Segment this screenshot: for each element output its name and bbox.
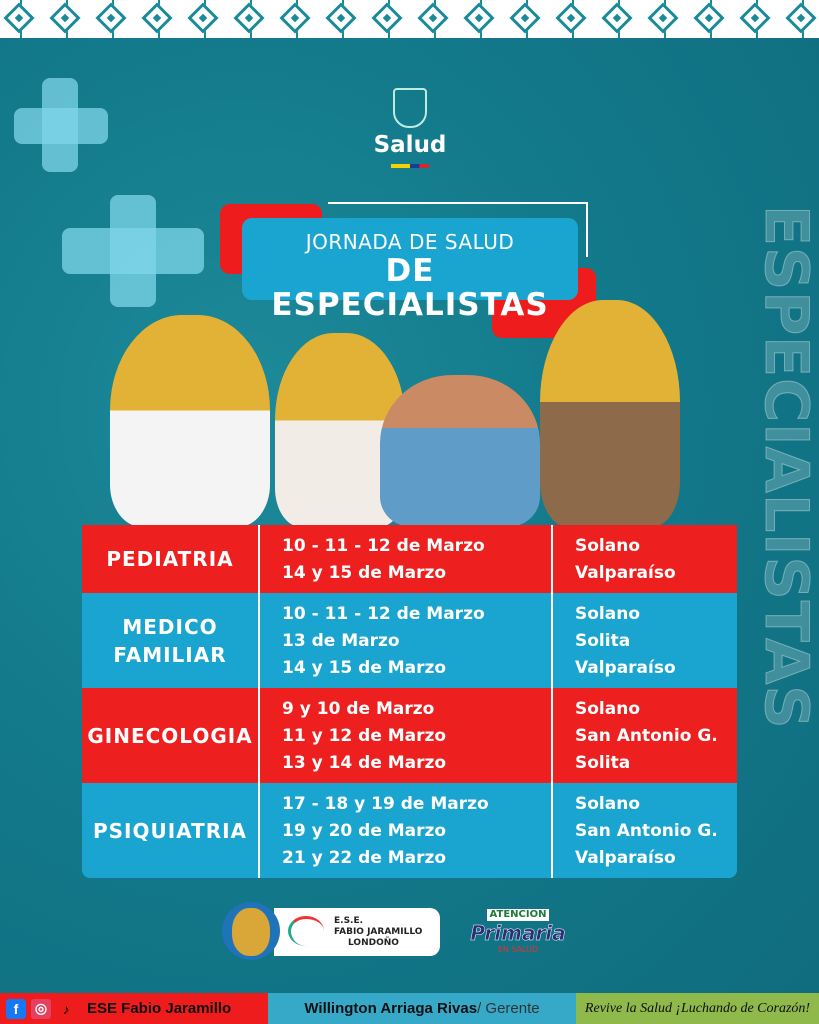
ese-logo-mark [288, 916, 324, 946]
ap-logo-text: EN SALUD [497, 945, 539, 954]
diamond-ornament [3, 2, 35, 34]
plus-decoration [62, 228, 204, 274]
places-cell: Solano San Antonio G. Valparaíso [553, 783, 737, 878]
diamond-ornament [95, 2, 127, 34]
diamond-ornament [279, 2, 311, 34]
places-cell: Solano San Antonio G. Solita [553, 688, 737, 783]
diamond-ornament [233, 2, 265, 34]
jaguar-glasses-illustration [540, 300, 680, 527]
dates-cell: 17 - 18 y 19 de Marzo 19 y 20 de Marzo 21 … [258, 783, 553, 878]
date-line: 19 y 20 de Marzo [282, 821, 447, 841]
partner-logos: E.S.E. FABIO JARAMILLO LONDOÑO ATENCIÓN … [222, 902, 582, 960]
date-line: 10 - 11 - 12 de Marzo [282, 536, 485, 556]
place-line: San Antonio G. [575, 726, 718, 746]
place-line: Valparaíso [575, 658, 676, 678]
watermark-text: ESPECIALISTAS [751, 205, 819, 731]
diamond-ornament [693, 2, 725, 34]
jaguar-doctor-illustration [110, 315, 270, 527]
diamond-ornament [325, 2, 357, 34]
place-line: Solano [575, 794, 641, 814]
mascot-illustration [95, 295, 695, 527]
date-line: 14 y 15 de Marzo [282, 563, 447, 583]
social-name: ESE Fabio Jaramillo [87, 1000, 232, 1017]
specialty-cell: PSIQUIATRIA [92, 818, 248, 843]
specialty-cell: MEDICO FAMILIAR [113, 614, 227, 667]
table-row: PSIQUIATRIA 17 - 18 y 19 de Marzo 19 y 20 … [82, 783, 737, 878]
diamond-ornament [141, 2, 173, 34]
diamond-ornament [49, 2, 81, 34]
place-line: Solano [575, 536, 641, 556]
place-line: Valparaíso [575, 563, 676, 583]
dates-cell: 9 y 10 de Marzo 11 y 12 de Marzo 13 y 14 d… [258, 688, 553, 783]
diamond-ornament [647, 2, 679, 34]
date-line: 14 y 15 de Marzo [282, 658, 447, 678]
date-line: 21 y 22 de Marzo [282, 848, 447, 868]
ese-logo-text: FABIO JARAMILLO [334, 927, 423, 937]
date-line: 17 - 18 y 19 de Marzo [282, 794, 489, 814]
diamond-ornament [371, 2, 403, 34]
flag-stripe [391, 164, 429, 168]
social-section: f ◎ ♪ ESE Fabio Jaramillo [0, 993, 268, 1024]
footer-bar: f ◎ ♪ ESE Fabio Jaramillo Willington Arr… [0, 993, 819, 1024]
place-line: Solano [575, 604, 641, 624]
tiktok-icon[interactable]: ♪ [62, 1000, 70, 1017]
specialty-cell: GINECOLOGIA [87, 723, 253, 748]
facebook-icon[interactable]: f [6, 998, 26, 1019]
ap-logo-text: Primaria [470, 921, 566, 946]
title-line2: DE ESPECIALISTAS [271, 253, 549, 323]
ese-logo: E.S.E. FABIO JARAMILLO LONDOÑO [274, 908, 440, 956]
table-row: MEDICO FAMILIAR 10 - 11 - 12 de Marzo 13 de… [82, 593, 737, 688]
table-row: PEDIATRIA 10 - 11 - 12 de Marzo 14 y 15 de… [82, 525, 737, 593]
date-line: 10 - 11 - 12 de Marzo [282, 604, 485, 624]
plus-decoration [14, 108, 108, 144]
dates-cell: 10 - 11 - 12 de Marzo 13 de Marzo 14 y 15 … [258, 593, 553, 688]
title-banner: JORNADA DE SALUD DE ESPECIALISTAS [242, 218, 578, 322]
table-row: GINECOLOGIA 9 y 10 de Marzo 11 y 12 de Mar… [82, 688, 737, 783]
place-line: Solano [575, 699, 641, 719]
brand-name: Salud [373, 132, 447, 158]
diamond-ornament [509, 2, 541, 34]
diamond-ornament [739, 2, 771, 34]
place-line: San Antonio G. [575, 821, 718, 841]
salud-logo: Salud [360, 88, 460, 168]
title-line1: JORNADA DE SALUD [305, 230, 515, 254]
dates-cell: 10 - 11 - 12 de Marzo 14 y 15 de Marzo [258, 525, 553, 593]
manager-role: / Gerente [477, 1000, 540, 1017]
date-line: 13 y 14 de Marzo [282, 753, 447, 773]
date-line: 11 y 12 de Marzo [282, 726, 447, 746]
places-cell: Solano Valparaíso [553, 525, 737, 593]
coat-of-arms-icon [393, 88, 427, 128]
ap-logo-text: ATENCIÓN [486, 909, 550, 921]
diamond-ornament [463, 2, 495, 34]
diamond-ornament [601, 2, 633, 34]
date-line: 13 de Marzo [282, 631, 400, 651]
diamond-ornament [785, 2, 817, 34]
place-line: Valparaíso [575, 848, 676, 868]
schedule-table: PEDIATRIA 10 - 11 - 12 de Marzo 14 y 15 de… [82, 525, 737, 878]
diamond-ornament [417, 2, 449, 34]
place-line: Solita [575, 753, 631, 773]
instagram-icon[interactable]: ◎ [31, 998, 51, 1019]
decor-frame [586, 202, 588, 257]
place-line: Solita [575, 631, 631, 651]
places-cell: Solano Solita Valparaíso [553, 593, 737, 688]
manager-name: Willington Arriaga Rivas [304, 1000, 478, 1017]
ese-logo-text: LONDOÑO [348, 938, 399, 948]
ese-logo-text: E.S.E. [334, 916, 364, 926]
manager-section: Willington Arriaga Rivas / Gerente [268, 993, 576, 1024]
diamond-ornament [187, 2, 219, 34]
slogan: Revive la Salud ¡Luchando de Corazón! [576, 993, 819, 1024]
family-illustration [380, 375, 540, 527]
decorative-top-border [0, 0, 819, 38]
specialty-cell: PEDIATRIA [106, 547, 234, 571]
atencion-primaria-logo: ATENCIÓN Primaria EN SALUD [460, 902, 576, 958]
decor-frame [328, 202, 588, 204]
jaguar-avatar [222, 902, 280, 960]
diamond-ornament [555, 2, 587, 34]
date-line: 9 y 10 de Marzo [282, 699, 435, 719]
